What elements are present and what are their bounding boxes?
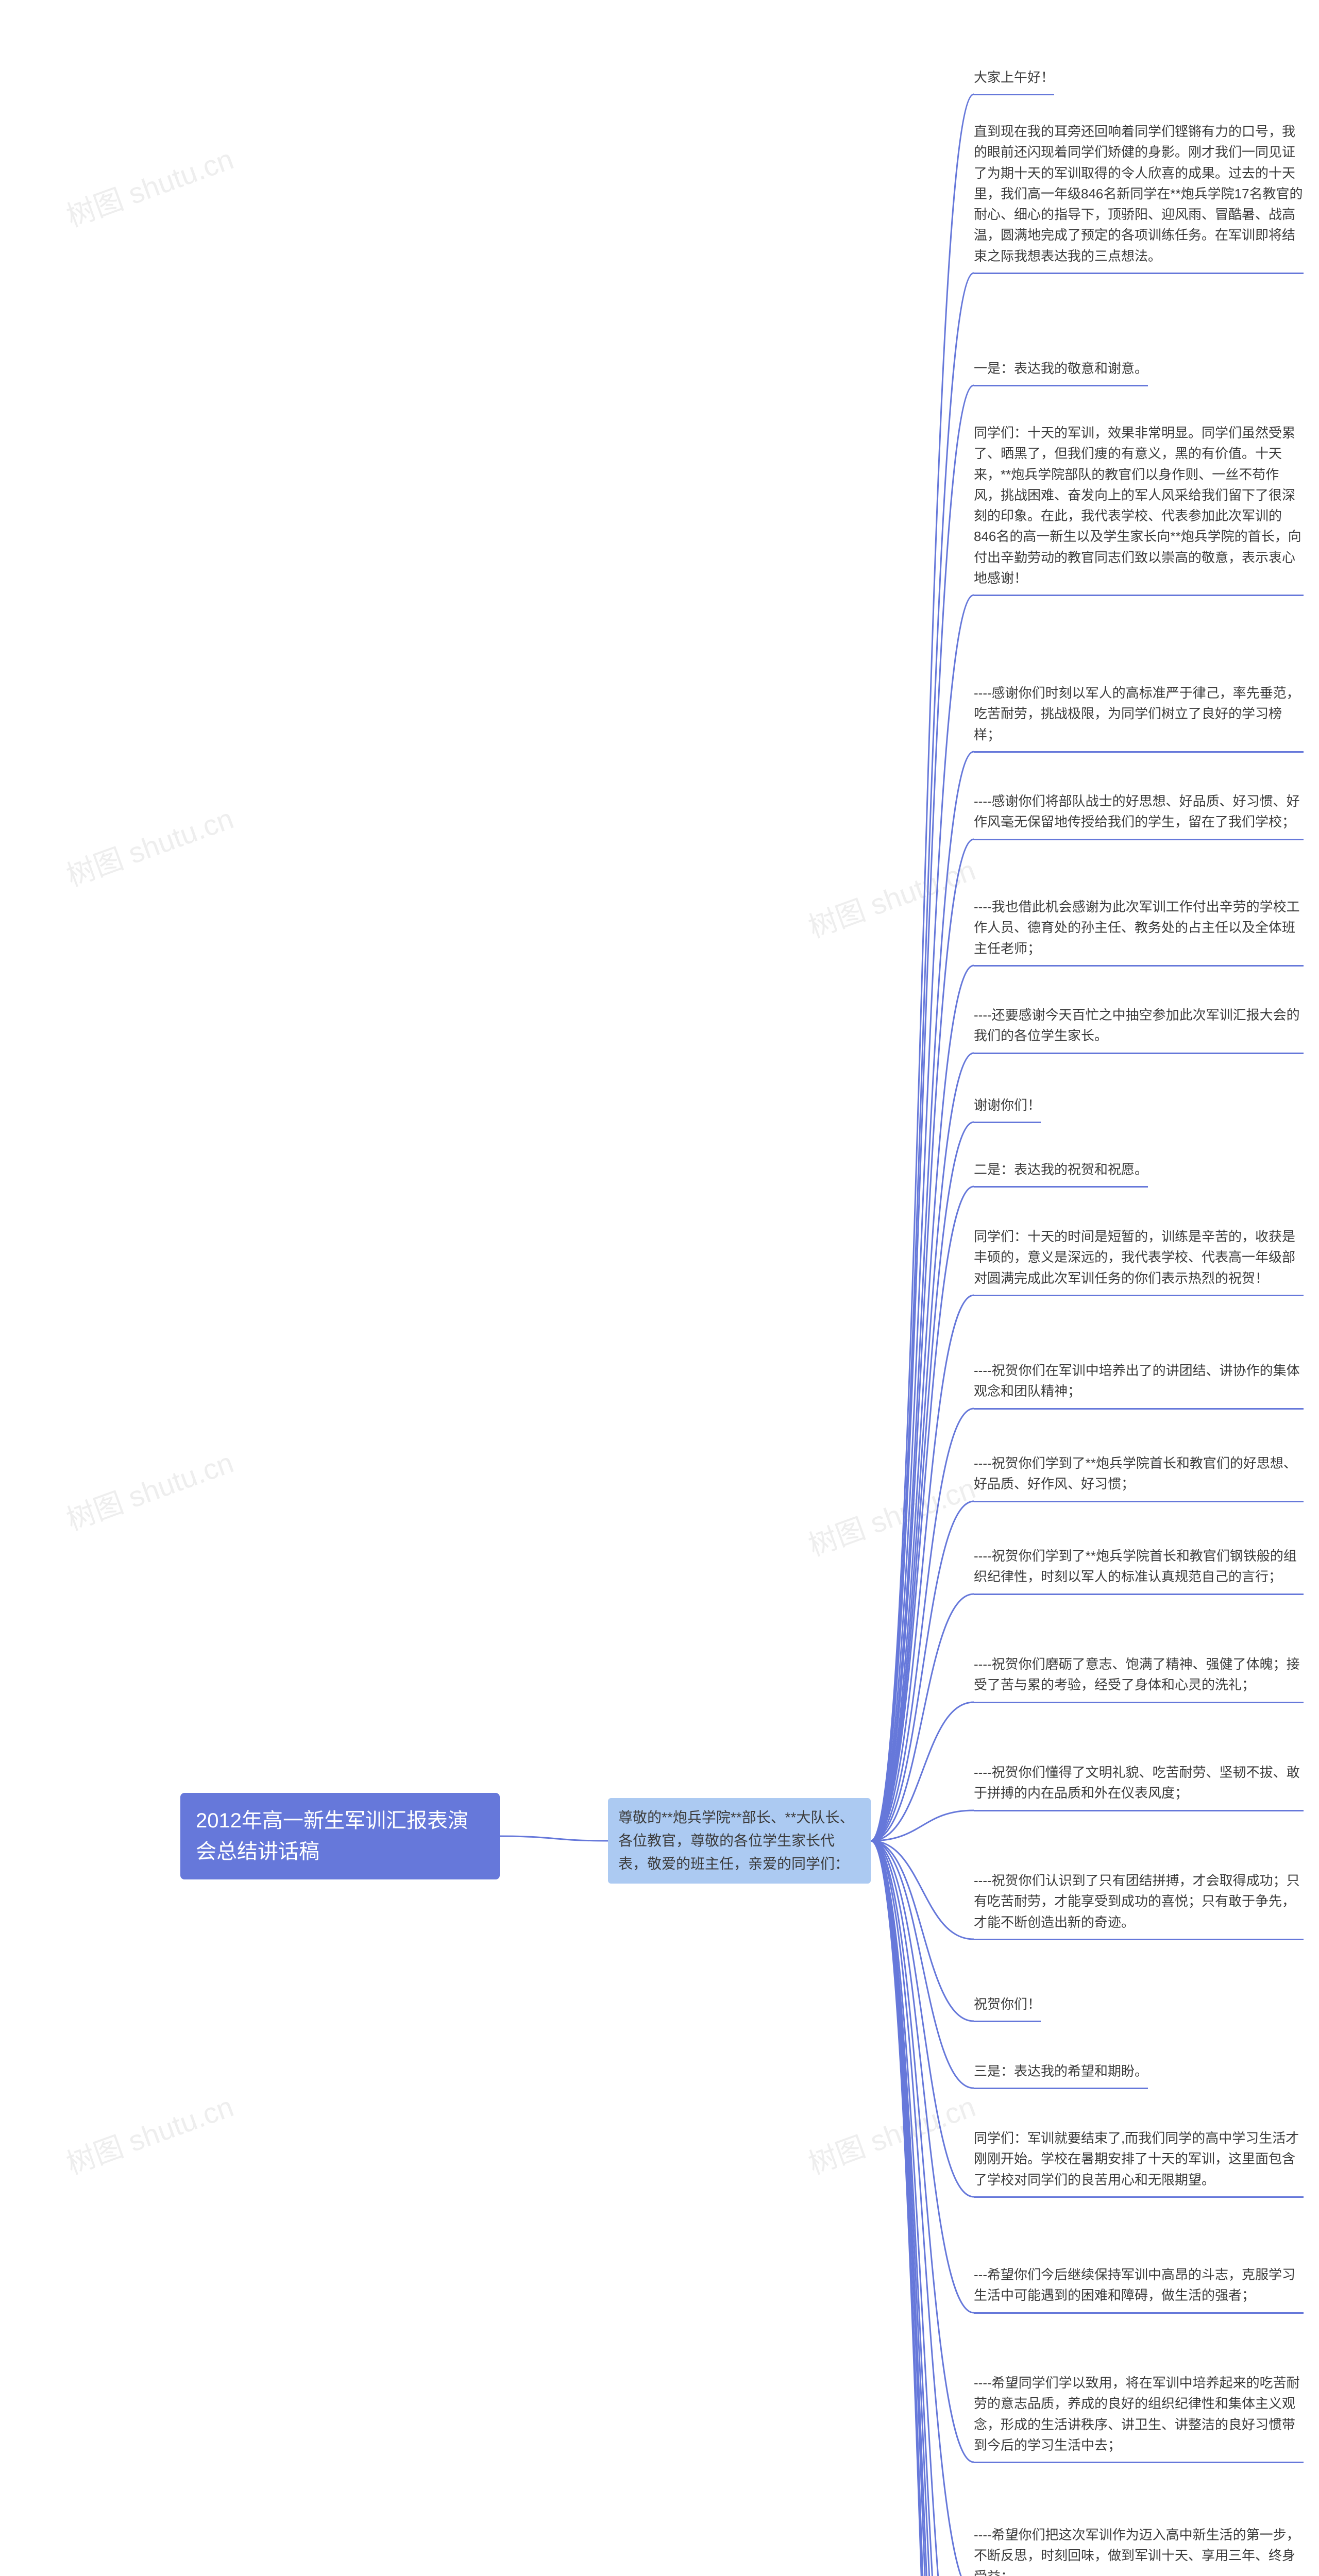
leaf-node: 同学们：军训就要结束了,而我们同学的高中学习生活才刚刚开始。学校在暑期安排了十天… bbox=[974, 2128, 1304, 2198]
leaf-node: 同学们：十天的军训，效果非常明显。同学们虽然受累了、晒黑了，但我们痩的有意义，黑… bbox=[974, 422, 1304, 596]
leaf-node: 直到现在我的耳旁还回响着同学们铿锵有力的口号，我的眼前还闪现着同学们矫健的身影。… bbox=[974, 121, 1304, 274]
leaf-node: ----希望同学们学以致用，将在军训中培养起来的吃苦耐劳的意志品质，养成的良好的… bbox=[974, 2372, 1304, 2463]
leaf-node: 二是：表达我的祝贺和祝愿。 bbox=[974, 1159, 1148, 1188]
leaf-node: ----感谢你们将部队战士的好思想、好品质、好习惯、好作风毫无保留地传授给我们的… bbox=[974, 791, 1304, 840]
level1-node: 尊敬的**炮兵学院**部长、**大队长、各位教官，尊敬的各位学生家长代表，敬爱的… bbox=[608, 1798, 871, 1884]
leaf-node: 祝贺你们！ bbox=[974, 1994, 1041, 2022]
leaf-node: ----我也借此机会感谢为此次军训工作付出辛劳的学校工作人员、德育处的孙主任、教… bbox=[974, 896, 1304, 967]
leaf-node: 一是：表达我的敬意和谢意。 bbox=[974, 358, 1148, 386]
leaf-node: 谢谢你们！ bbox=[974, 1095, 1041, 1123]
leaf-node: ----祝贺你们学到了**炮兵学院首长和教官们钢铁般的组织纪律性，时刻以军人的标… bbox=[974, 1546, 1304, 1595]
leaf-node: 大家上午好！ bbox=[974, 67, 1054, 95]
leaf-node: ----祝贺你们懂得了文明礼貌、吃苦耐劳、坚韧不拔、敢于拼搏的内在品质和外在仪表… bbox=[974, 1762, 1304, 1811]
leaf-node: ----还要感谢今天百忙之中抽空参加此次军训汇报大会的我们的各位学生家长。 bbox=[974, 1005, 1304, 1054]
leaf-node: ----祝贺你们磨砺了意志、饱满了精神、强健了体魄；接受了苦与累的考验，经受了身… bbox=[974, 1654, 1304, 1703]
leaf-node: ----祝贺你们在军训中培养出了的讲团结、讲协作的集体观念和团队精神； bbox=[974, 1360, 1304, 1410]
leaf-node: ---希望你们今后继续保持军训中高昂的斗志，克服学习生活中可能遇到的困难和障碍，… bbox=[974, 2264, 1304, 2314]
leaf-node: ----祝贺你们认识到了只有团结拼搏，才会取得成功；只有吃苦耐劳，才能享受到成功… bbox=[974, 1870, 1304, 1940]
root-node: 2012年高一新生军训汇报表演会总结讲话稿 bbox=[180, 1793, 500, 1879]
leaf-node: 同学们：十天的时间是短暂的，训练是辛苦的，收获是丰硕的，意义是深远的，我代表学校… bbox=[974, 1226, 1304, 1296]
mindmap-container: 树图 shutu.cn树图 shutu.cn树图 shutu.cn树图 shut… bbox=[0, 0, 1319, 2576]
leaf-node: ----感谢你们时刻以军人的高标准严于律己，率先垂范，吃苦耐劳，挑战极限，为同学… bbox=[974, 683, 1304, 753]
leaf-node: ----祝贺你们学到了**炮兵学院首长和教官们的好思想、好品质、好作风、好习惯； bbox=[974, 1453, 1304, 1502]
leaf-node: ----希望你们把这次军训作为迈入高中新生活的第一步，不断反思，时刻回味，做到军… bbox=[974, 2524, 1304, 2576]
leaf-node: 三是：表达我的希望和期盼。 bbox=[974, 2061, 1148, 2089]
